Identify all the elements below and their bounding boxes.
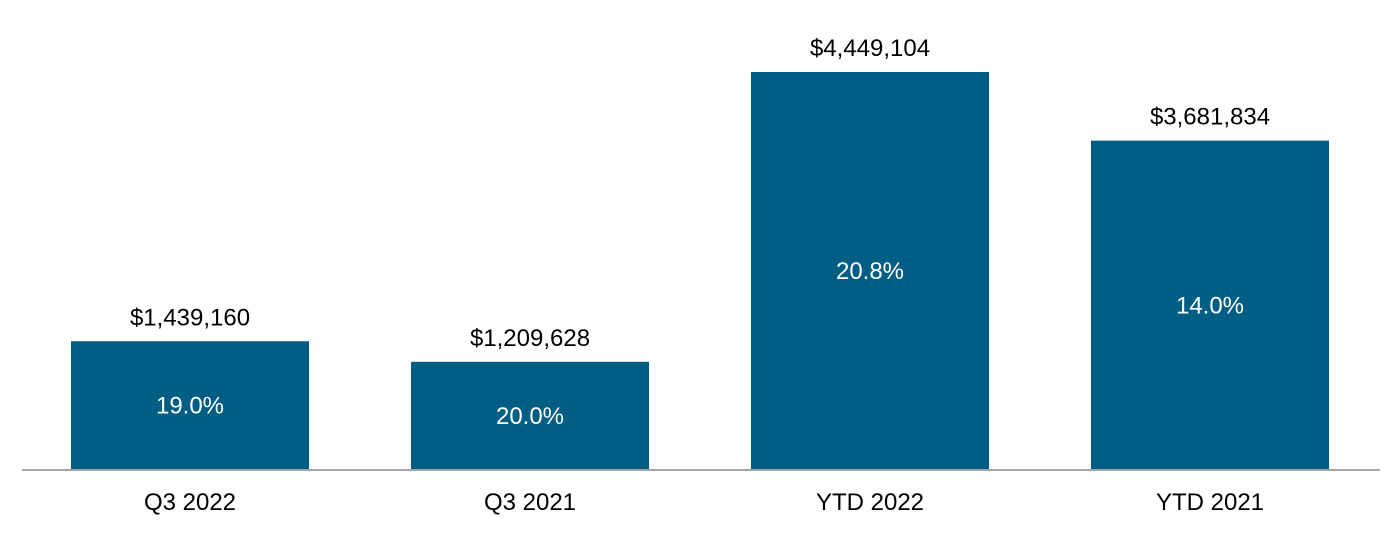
category-label-1: Q3 2021 xyxy=(484,489,576,516)
percent-label-0: 19.0% xyxy=(156,393,224,420)
bar-2 xyxy=(751,72,989,470)
value-label-2: $4,449,104 xyxy=(810,35,930,62)
labels-layer: $1,439,160 19.0% $1,209,628 20.0% $4,449,104… xyxy=(130,35,1270,430)
percent-label-3: 14.0% xyxy=(1176,292,1244,319)
bars-layer xyxy=(71,72,1329,470)
category-label-0: Q3 2022 xyxy=(144,489,236,516)
bar-1 xyxy=(411,361,649,470)
bar-3 xyxy=(1091,140,1329,470)
value-label-0: $1,439,160 xyxy=(130,304,250,331)
bar-0 xyxy=(71,341,309,470)
value-label-1: $1,209,628 xyxy=(470,325,590,352)
percent-label-2: 20.8% xyxy=(836,258,904,285)
category-label-3: YTD 2021 xyxy=(1156,489,1264,516)
percent-label-1: 20.0% xyxy=(496,403,564,430)
category-labels: Q3 2022 Q3 2021 YTD 2022 YTD 2021 xyxy=(144,489,1264,516)
value-label-3: $3,681,834 xyxy=(1150,104,1270,131)
category-label-2: YTD 2022 xyxy=(816,489,924,516)
